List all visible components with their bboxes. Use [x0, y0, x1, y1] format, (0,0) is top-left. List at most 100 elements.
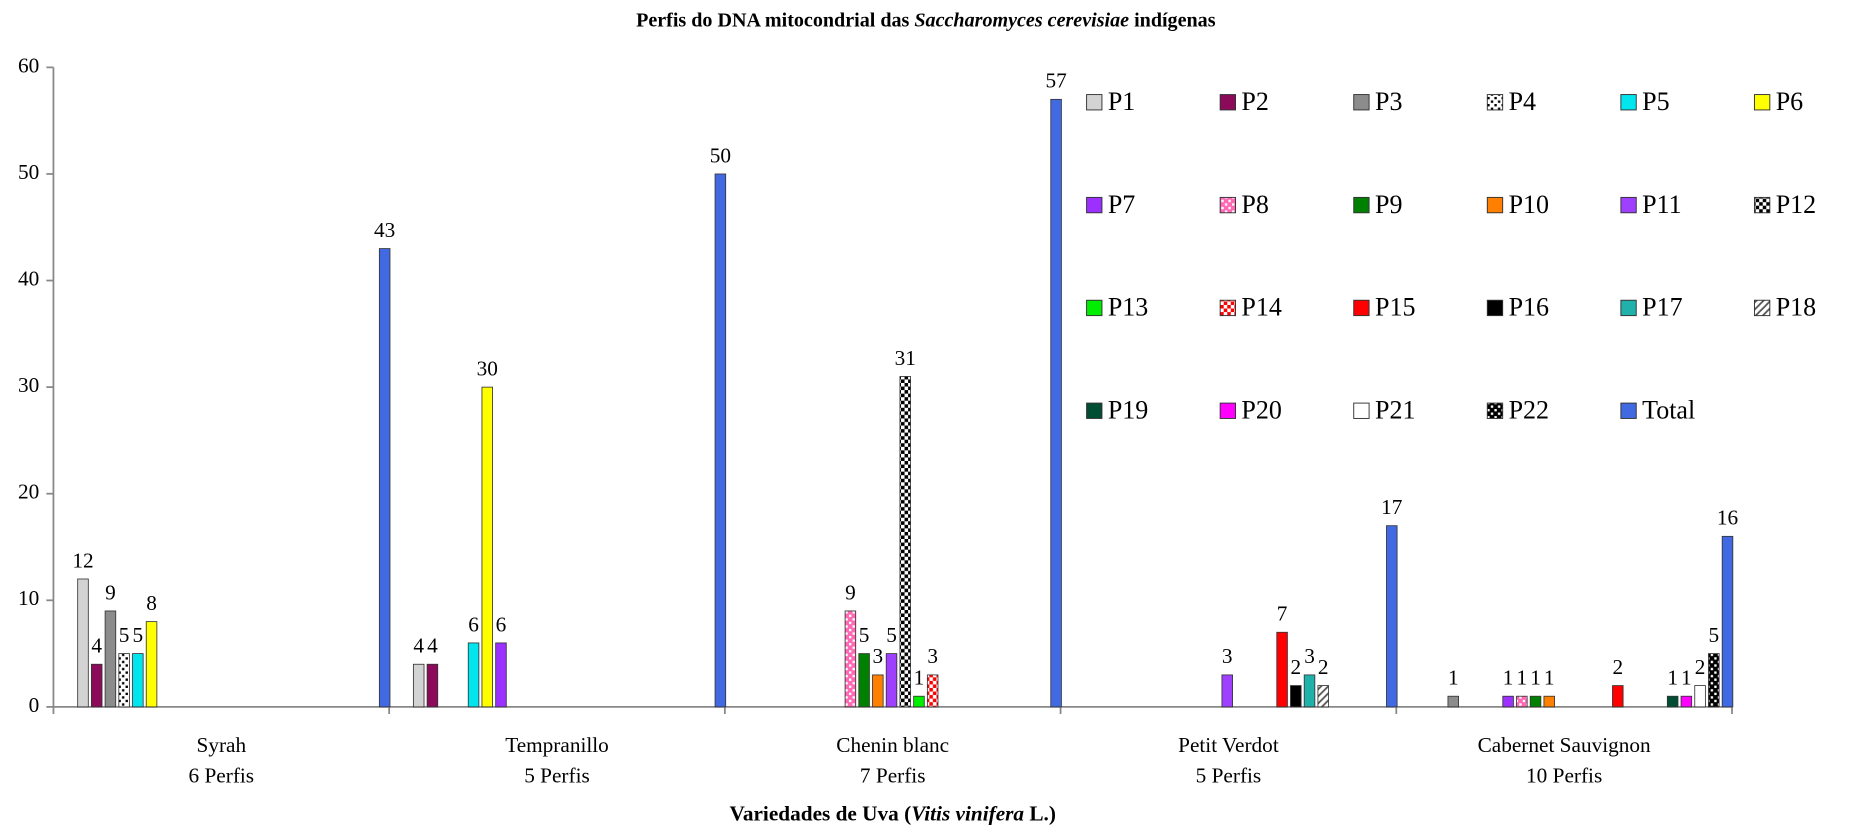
y-tick-label: 10 — [18, 586, 39, 610]
bar — [1694, 685, 1706, 708]
bar — [926, 674, 939, 708]
y-tick-label: 40 — [18, 266, 39, 290]
data-label: 3 — [1222, 644, 1233, 668]
legend-swatch — [1620, 94, 1637, 111]
data-label: 8 — [146, 591, 157, 615]
legend-swatch — [1219, 94, 1236, 111]
bar — [1303, 674, 1316, 708]
data-label: 1 — [1667, 666, 1678, 690]
legend-swatch — [1620, 299, 1637, 317]
bar — [1516, 695, 1528, 708]
bar — [1708, 653, 1720, 708]
legend-label: Total — [1642, 396, 1695, 425]
legend-label: P19 — [1108, 396, 1148, 425]
legend-label: P7 — [1108, 190, 1135, 219]
bar — [426, 663, 439, 708]
legend-label: P4 — [1509, 87, 1536, 116]
data-label: 6 — [468, 612, 479, 636]
y-tick-label: 50 — [18, 160, 39, 184]
legend-swatch — [1219, 402, 1236, 419]
data-label: 2 — [1695, 655, 1706, 679]
data-label: 4 — [413, 634, 424, 658]
data-label: 12 — [72, 548, 93, 572]
bar — [412, 663, 425, 708]
bar — [872, 674, 884, 708]
data-label: 2 — [1318, 655, 1329, 679]
bar — [1290, 685, 1302, 708]
bar — [1502, 695, 1514, 708]
data-label: 7 — [1277, 602, 1288, 626]
data-label: 43 — [374, 218, 395, 242]
bar — [1529, 695, 1542, 708]
bar — [1543, 695, 1555, 708]
legend-label: P21 — [1375, 396, 1415, 425]
legend-swatch — [1753, 299, 1771, 317]
x-tick-label: Cabernet Sauvignon — [1478, 733, 1651, 757]
legend-label: P11 — [1642, 190, 1682, 219]
bar — [90, 663, 103, 708]
x-tick-label: Chenin blanc — [836, 733, 949, 757]
data-label: 30 — [477, 356, 498, 380]
bar — [1447, 695, 1459, 708]
y-tick-label: 0 — [29, 693, 40, 717]
legend-swatch — [1353, 196, 1370, 214]
data-label: 5 — [886, 623, 897, 647]
bar — [844, 610, 857, 708]
x-tick-label: 5 Perfis — [524, 764, 590, 788]
legend-label: P16 — [1509, 293, 1549, 322]
x-tick-label: Petit Verdot — [1178, 733, 1279, 757]
legend-label: P1 — [1108, 87, 1135, 116]
text-part: L.) — [1024, 802, 1056, 826]
data-label: 4 — [427, 634, 438, 658]
data-label: 31 — [895, 346, 916, 370]
data-label: 5 — [859, 623, 870, 647]
data-label: 5 — [133, 623, 144, 647]
chart-title: Perfis do DNA mitocondrial das Saccharom… — [636, 9, 1216, 31]
data-label: 1 — [1530, 666, 1541, 690]
bar — [495, 642, 507, 708]
legend-swatch — [1086, 402, 1103, 419]
legend-swatch — [1486, 299, 1504, 317]
bar — [1386, 525, 1398, 708]
bar — [1666, 695, 1679, 708]
legend-label: P6 — [1776, 87, 1803, 116]
legend-label: P14 — [1241, 293, 1281, 322]
x-tick-label: 6 Perfis — [189, 764, 255, 788]
legend-label: P18 — [1776, 293, 1816, 322]
legend-swatch — [1353, 94, 1370, 111]
legend-label: P2 — [1241, 87, 1268, 116]
legend-label: P15 — [1375, 293, 1415, 322]
bar — [1221, 674, 1233, 708]
bar — [145, 621, 158, 708]
legend-swatch — [1620, 402, 1637, 419]
data-label: 17 — [1381, 495, 1403, 519]
legend-swatch — [1086, 94, 1103, 111]
legend-swatch — [1753, 196, 1771, 214]
bar — [481, 386, 494, 708]
data-label: 57 — [1045, 69, 1067, 93]
legend-swatch — [1086, 299, 1103, 317]
data-label: 1 — [1544, 666, 1555, 690]
legend-label: P3 — [1375, 87, 1402, 116]
y-tick-label: 20 — [18, 480, 39, 504]
data-label: 9 — [105, 580, 116, 604]
bar — [467, 642, 480, 708]
bar — [118, 653, 130, 708]
legend-swatch — [1086, 196, 1103, 214]
bar — [132, 653, 144, 708]
legend-swatch — [1486, 196, 1504, 214]
legend-label: P22 — [1509, 396, 1549, 425]
data-label: 1 — [1517, 666, 1528, 690]
x-tick-label: Tempranillo — [505, 733, 609, 757]
data-label: 9 — [845, 580, 856, 604]
bar — [1317, 685, 1329, 708]
legend-label: P5 — [1642, 87, 1669, 116]
bar — [1050, 98, 1062, 708]
bar — [378, 248, 391, 708]
bar — [77, 578, 89, 708]
data-label: 1 — [1681, 666, 1692, 690]
legend-swatch — [1486, 94, 1504, 111]
legend-label: P10 — [1509, 190, 1549, 219]
data-label: 3 — [873, 644, 884, 668]
